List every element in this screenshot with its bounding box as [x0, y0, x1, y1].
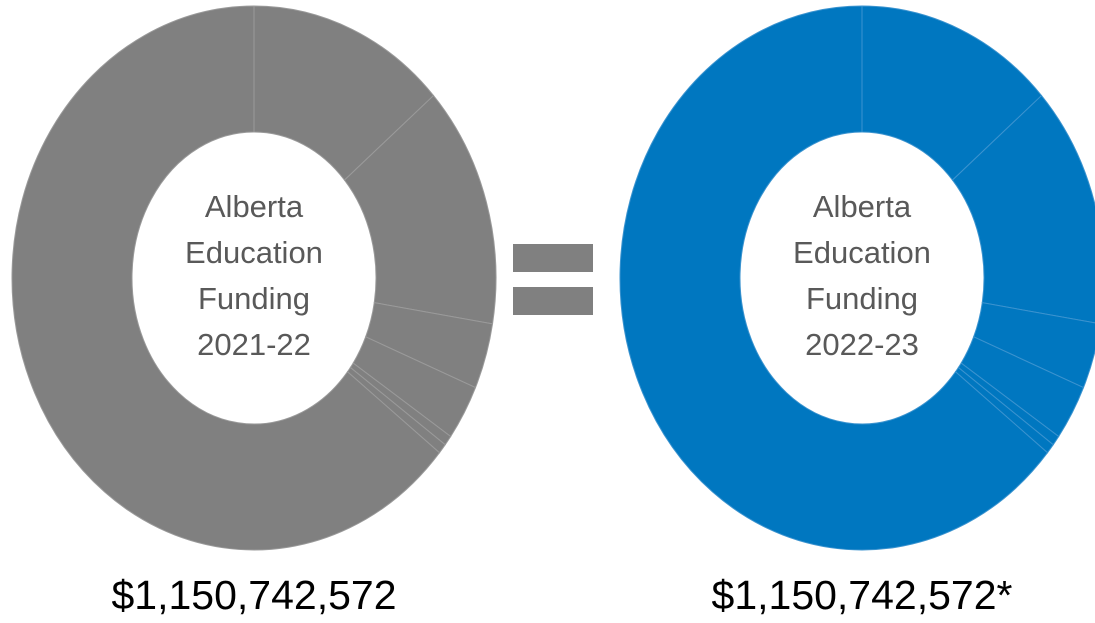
donut-segment: [11, 5, 441, 551]
total-amount: $1,150,742,572*: [712, 572, 1013, 618]
donut-segment: [951, 94, 1095, 324]
center-label: Funding: [806, 281, 918, 316]
center-label: Alberta: [813, 189, 912, 224]
equals-bar: [513, 244, 593, 272]
center-label: Alberta: [205, 189, 304, 224]
donut-segment: [619, 5, 1049, 551]
total-amount: $1,150,742,572: [112, 572, 397, 618]
equals-bar: [513, 287, 593, 315]
center-label: Education: [185, 235, 323, 270]
center-label: Funding: [198, 281, 310, 316]
center-label: Education: [793, 235, 931, 270]
center-label: 2022-23: [805, 327, 919, 362]
center-label: 2021-22: [197, 327, 311, 362]
